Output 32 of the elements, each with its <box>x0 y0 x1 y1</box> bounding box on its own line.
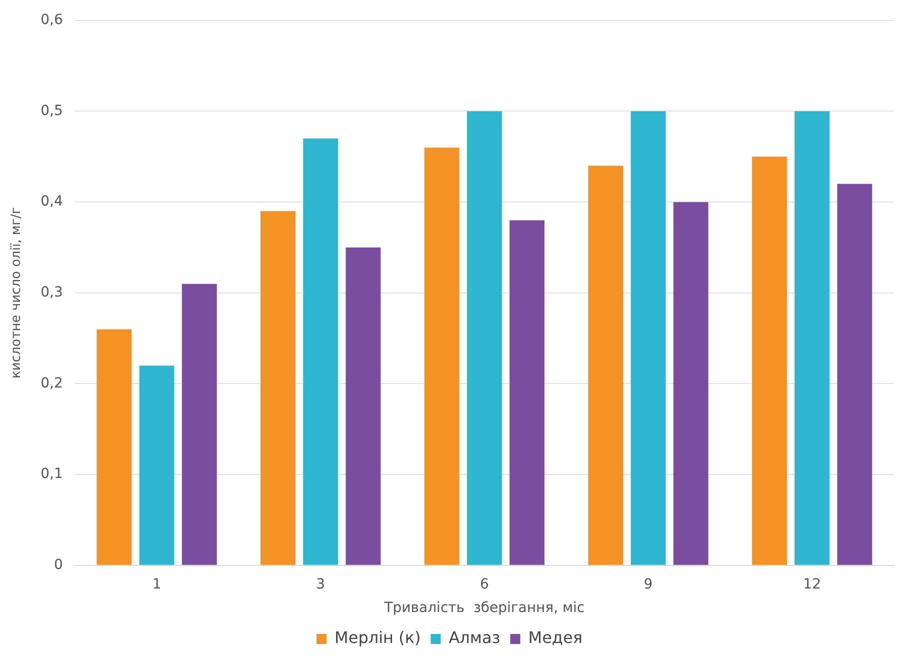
x-tick-label: 9 <box>644 576 653 592</box>
y-tick-label: 0 <box>54 557 63 574</box>
bar <box>752 156 787 565</box>
x-tick-label: 3 <box>316 576 326 592</box>
y-tick-label: 0,4 <box>40 194 63 210</box>
y-tick-label: 0,2 <box>40 375 63 392</box>
y-tick-label: 0,5 <box>40 102 63 119</box>
y-axis-title: кислотне число олії, мг/г <box>9 207 24 378</box>
legend-label: Алмаз <box>448 628 500 648</box>
bar <box>837 184 872 565</box>
bar <box>510 220 544 565</box>
x-axis-title: Тривалість зберігання, міс <box>383 600 585 616</box>
legend-label: Медея <box>528 628 582 648</box>
y-tick-label: 0,1 <box>40 466 63 482</box>
x-tick-label: 6 <box>480 576 489 592</box>
y-tick-label: 0,6 <box>40 12 63 28</box>
bar <box>673 202 708 565</box>
bar <box>588 166 624 565</box>
x-tick-label: 12 <box>803 576 821 592</box>
bar <box>424 148 460 565</box>
bar <box>303 138 338 565</box>
bar <box>346 247 381 565</box>
legend-label: Мерлін (к) <box>334 628 421 648</box>
bar <box>794 111 830 565</box>
x-tick-label: 1 <box>152 576 162 592</box>
bar <box>139 366 174 565</box>
bar <box>96 329 132 565</box>
bar <box>182 284 217 565</box>
bar <box>260 211 296 565</box>
y-tick-label: 0,3 <box>40 284 63 301</box>
bar <box>466 111 502 565</box>
bar <box>630 111 666 565</box>
